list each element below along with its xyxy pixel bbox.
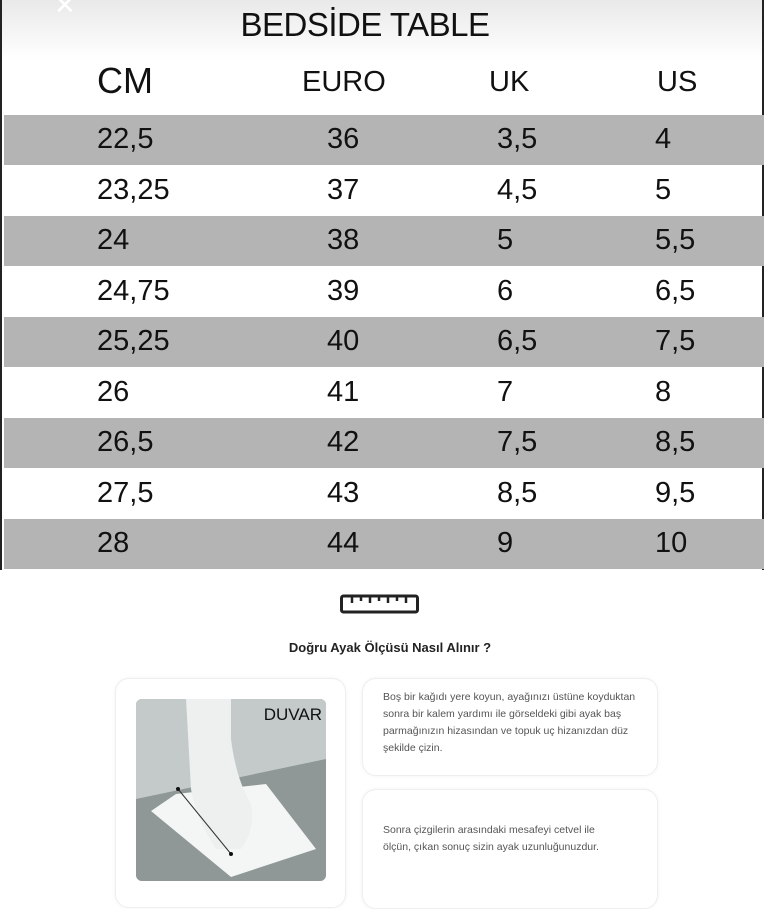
header-us: US bbox=[657, 66, 698, 98]
table-row: 23,25 37 4,5 5 bbox=[4, 166, 764, 216]
cell-euro: 41 bbox=[327, 375, 360, 408]
header-euro: EURO bbox=[302, 66, 386, 98]
table-row: 26,5 42 7,5 8,5 bbox=[4, 418, 764, 468]
cell-euro: 43 bbox=[327, 476, 360, 509]
cell-uk: 6,5 bbox=[497, 325, 538, 357]
cell-us: 4 bbox=[655, 123, 672, 155]
cell-us: 9,5 bbox=[655, 476, 696, 509]
table-row: 25,25 40 6,5 7,5 bbox=[4, 317, 764, 367]
cell-cm: 22,5 bbox=[97, 123, 154, 155]
cell-euro: 38 bbox=[327, 224, 360, 256]
cell-us: 8,5 bbox=[655, 426, 696, 458]
chart-title: BEDSİDE TABLE bbox=[240, 6, 490, 43]
cell-cm: 24,75 bbox=[97, 274, 170, 307]
table-row: 24 38 5 5,5 bbox=[4, 216, 764, 266]
cell-uk: 5 bbox=[497, 224, 514, 256]
foot-image-card: DUVAR bbox=[115, 678, 346, 908]
cell-euro: 39 bbox=[327, 274, 360, 307]
cell-uk: 8,5 bbox=[497, 476, 538, 509]
table-row: 28 44 9 10 bbox=[4, 519, 764, 569]
cell-uk: 4,5 bbox=[497, 173, 538, 206]
table-row: 22,5 36 3,5 4 bbox=[4, 115, 764, 165]
table-row: 24,75 39 6 6,5 bbox=[4, 267, 764, 317]
cell-us: 10 bbox=[655, 527, 688, 559]
cell-euro: 36 bbox=[327, 123, 360, 155]
cell-uk: 9 bbox=[497, 527, 514, 559]
cell-euro: 44 bbox=[327, 527, 360, 559]
cell-cm: 23,25 bbox=[97, 173, 170, 206]
cell-uk: 7 bbox=[497, 375, 514, 408]
step2-card: Sonra çizgilerin arasındaki mesafeyi cet… bbox=[362, 789, 658, 909]
cell-cm: 27,5 bbox=[97, 476, 154, 509]
cell-us: 7,5 bbox=[655, 325, 696, 357]
cell-euro: 42 bbox=[327, 426, 360, 458]
step1-text: Boş bir kağıdı yere koyun, ayağınızı üst… bbox=[383, 691, 636, 754]
table-row: 26 41 7 8 bbox=[4, 368, 764, 418]
cell-cm: 26 bbox=[97, 375, 130, 408]
header-uk: UK bbox=[489, 66, 530, 98]
close-icon[interactable]: ✕ bbox=[54, 0, 76, 20]
cell-euro: 37 bbox=[327, 173, 360, 206]
cell-us: 5,5 bbox=[655, 224, 696, 256]
cell-us: 8 bbox=[655, 375, 672, 408]
ruler-icon bbox=[340, 594, 419, 614]
cell-uk: 3,5 bbox=[497, 123, 538, 155]
foot-measure-image: DUVAR bbox=[136, 699, 326, 881]
cell-cm: 25,25 bbox=[97, 325, 170, 357]
step2-text: Sonra çizgilerin arasındaki mesafeyi cet… bbox=[383, 824, 599, 853]
cell-us: 6,5 bbox=[655, 274, 696, 307]
step1-card: Boş bir kağıdı yere koyun, ayağınızı üst… bbox=[362, 678, 658, 776]
cell-cm: 26,5 bbox=[97, 426, 154, 458]
size-chart: ✕ BEDSİDE TABLE CM EURO UK US 22,5 36 3,5 4… bbox=[0, 0, 764, 570]
cell-uk: 6 bbox=[497, 274, 514, 307]
header-cm: CM bbox=[97, 60, 153, 101]
cell-us: 5 bbox=[655, 173, 672, 206]
cell-euro: 40 bbox=[327, 325, 360, 357]
cell-uk: 7,5 bbox=[497, 426, 538, 458]
wall-label: DUVAR bbox=[263, 705, 322, 724]
table-row: 27,5 43 8,5 9,5 bbox=[4, 469, 764, 519]
guide-heading: Doğru Ayak Ölçüsü Nasıl Alınır ? bbox=[288, 640, 492, 655]
cell-cm: 24 bbox=[97, 224, 130, 256]
cell-cm: 28 bbox=[97, 527, 130, 559]
